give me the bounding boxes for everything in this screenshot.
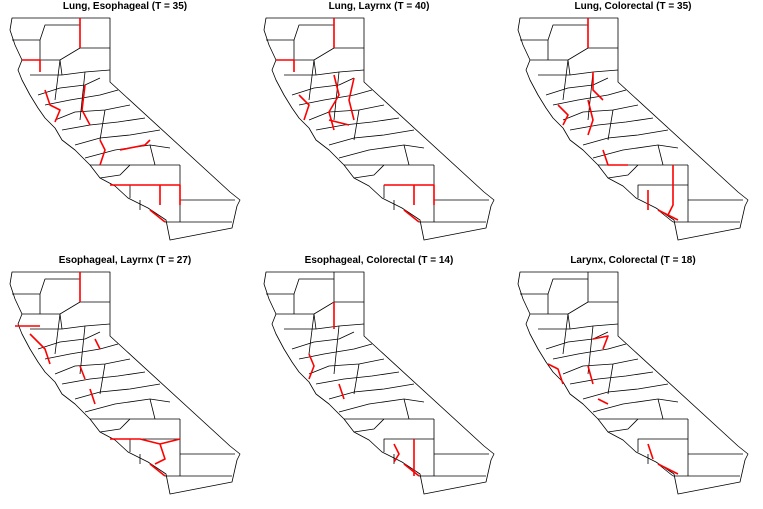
highlighted-boundary: [22, 18, 181, 223]
county-map: [9, 271, 241, 495]
highlighted-boundary: [547, 335, 679, 475]
county-map: [517, 17, 749, 241]
panel: Esophageal, Layrnx (T = 27): [9, 255, 241, 495]
panel-title: Larynx, Colorectal (T = 18): [570, 255, 695, 266]
highlighted-boundary: [15, 272, 181, 477]
panel: Larynx, Colorectal (T = 18): [517, 255, 749, 495]
panel: Lung, Colorectal (T = 35): [517, 1, 749, 241]
county-map: [517, 271, 749, 495]
county-map: [263, 271, 495, 495]
panel-title: Lung, Esophageal (T = 35): [63, 1, 187, 12]
highlighted-boundary: [276, 18, 435, 223]
highlighted-boundary: [308, 302, 420, 477]
panel-title: Esophageal, Layrnx (T = 27): [59, 255, 192, 266]
panel-title: Lung, Layrnx (T = 40): [329, 1, 430, 12]
panel: Lung, Esophageal (T = 35): [9, 1, 241, 241]
highlighted-boundary: [557, 18, 679, 221]
county-map: [263, 17, 495, 241]
panel-title: Esophageal, Colorectal (T = 14): [305, 255, 454, 266]
county-map: [9, 17, 241, 241]
panel: Lung, Layrnx (T = 40): [263, 1, 495, 241]
panel: Esophageal, Colorectal (T = 14): [263, 255, 495, 495]
panel-title: Lung, Colorectal (T = 35): [575, 1, 692, 12]
